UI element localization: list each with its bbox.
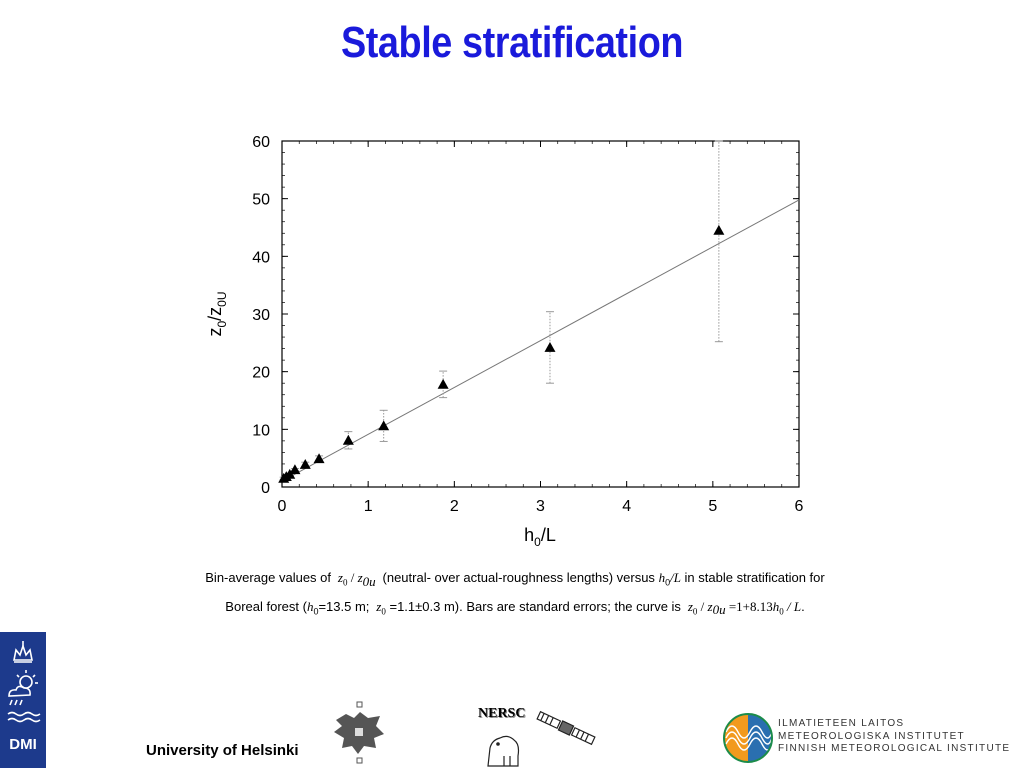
slide-title: Stable stratification bbox=[340, 18, 684, 67]
fmi-line-1: ILMATIETEEN LAITOS bbox=[778, 718, 905, 729]
caption-line-2: Boreal forest (h0=13.5 m; z0 =1.1±0.3 m)… bbox=[225, 598, 805, 618]
x-tick-label: 6 bbox=[795, 498, 804, 515]
plot-border bbox=[281, 140, 800, 488]
university-helsinki-emblem-icon bbox=[334, 701, 384, 764]
error-bar-layer bbox=[279, 140, 723, 481]
fmi-line-3: FINNISH METEOROLOGICAL INSTITUTE bbox=[778, 743, 1011, 754]
y-tick-label: 20 bbox=[252, 365, 270, 382]
sun-cloud-icon bbox=[8, 670, 38, 706]
waves-icon bbox=[7, 711, 41, 723]
data-point bbox=[544, 341, 556, 352]
y-tick-label: 30 bbox=[252, 307, 270, 324]
fit-line bbox=[281, 199, 800, 482]
x-tick-label: 4 bbox=[622, 498, 631, 515]
x-tick-label: 5 bbox=[708, 498, 717, 515]
y-tick-label: 0 bbox=[261, 480, 270, 497]
nersc-satellite-icon bbox=[487, 710, 596, 767]
nersc-label: NERSC bbox=[478, 706, 526, 721]
fmi-line-2: METEOROLOGISKA INSTITUTET bbox=[778, 730, 965, 742]
data-point bbox=[289, 464, 301, 475]
x-tick-label: 1 bbox=[364, 498, 373, 515]
data-point-layer bbox=[278, 224, 725, 483]
x-tick-label: 2 bbox=[450, 498, 459, 515]
data-point bbox=[713, 224, 725, 235]
figure-caption: Bin-average values of z0 / z0u (neutral-… bbox=[150, 566, 880, 623]
y-tick-label: 10 bbox=[252, 422, 270, 439]
fmi-text: ILMATIETEEN LAITOS METEOROLOGISKA INSTIT… bbox=[778, 718, 1018, 756]
data-point bbox=[378, 420, 390, 431]
dmi-label: DMI bbox=[9, 736, 37, 753]
dmi-logo: DMI bbox=[0, 632, 46, 768]
x-axis-label: h0/L bbox=[524, 525, 556, 549]
polar-bear-icon bbox=[487, 735, 520, 767]
y-tick-label: 60 bbox=[252, 134, 270, 151]
data-point bbox=[342, 434, 354, 445]
crown-icon bbox=[13, 641, 33, 663]
y-tick-label: 40 bbox=[252, 249, 270, 266]
x-tick-label: 0 bbox=[278, 498, 287, 515]
university-label: University of Helsinki bbox=[146, 742, 299, 759]
y-axis-label: z0/z0U bbox=[205, 291, 229, 336]
data-point bbox=[313, 453, 325, 464]
caption-line-1: Bin-average values of z0 / z0u (neutral-… bbox=[205, 570, 825, 589]
x-tick-label: 3 bbox=[536, 498, 545, 515]
fit-line-layer bbox=[281, 199, 800, 482]
data-point bbox=[437, 378, 449, 389]
y-tick-label: 50 bbox=[252, 192, 270, 209]
data-point bbox=[299, 459, 311, 469]
fmi-globe-icon bbox=[723, 713, 773, 763]
plot-frame bbox=[281, 140, 800, 488]
